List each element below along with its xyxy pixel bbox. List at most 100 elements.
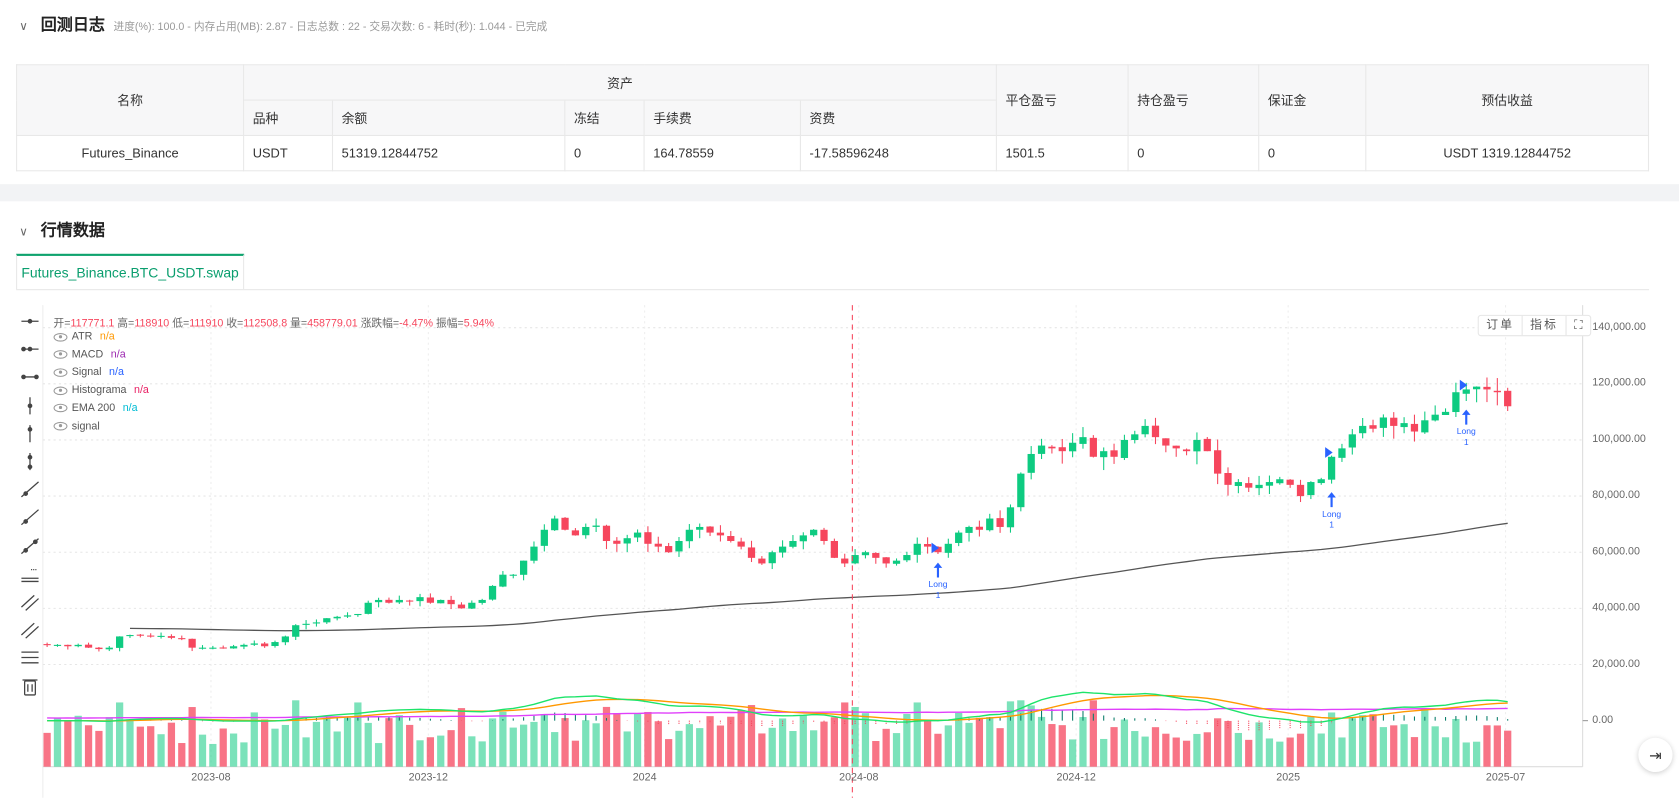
low-value: 111910: [189, 318, 224, 330]
price-tick-label: 80,000.00: [1592, 489, 1640, 502]
eye-icon[interactable]: [53, 332, 68, 342]
legend-item[interactable]: signal: [53, 420, 108, 433]
chart-buttons: 订单 指标 ⛶: [1477, 314, 1591, 337]
col-margin: 保证金: [1258, 64, 1367, 136]
low-label: 低=: [172, 318, 190, 330]
arrow-to-end-icon: ⇥: [1649, 745, 1662, 763]
price-tick-label: 140,000.00: [1592, 321, 1646, 334]
time-tick-label: 2025-07: [1485, 772, 1526, 784]
col-balance: 余额: [331, 99, 566, 136]
col-frozen: 冻结: [564, 99, 645, 136]
legend-name: signal: [71, 420, 100, 433]
cell-balance: 51319.12844752: [331, 134, 566, 172]
price-tick-label: 120,000.00: [1592, 377, 1646, 390]
trend-line-icon[interactable]: [18, 480, 42, 499]
table-row: Futures_Binance USDT 51319.12844752 0 16…: [16, 134, 1650, 172]
cell-position-pnl: 0: [1127, 134, 1260, 172]
open-label: 开=: [53, 318, 71, 330]
eye-icon[interactable]: [53, 421, 68, 431]
time-tick-label: 2024: [632, 772, 657, 784]
legend-item[interactable]: Histograma n/a: [53, 384, 149, 397]
col-fee: 手续费: [643, 99, 801, 136]
cell-frozen: 0: [564, 134, 645, 172]
col-closed-pnl: 平仓盈亏: [995, 64, 1129, 136]
legend-item[interactable]: EMA 200 n/a: [53, 402, 138, 415]
col-assets: 资产: [243, 64, 997, 101]
volume-value: 458779.01: [307, 318, 358, 330]
horizontal-line-icon[interactable]: [18, 312, 42, 331]
backtest-log-header[interactable]: ∨ 回测日志 进度(%): 100.0 - 内存占用(MB): 2.87 - 日…: [19, 13, 547, 35]
cell-name: Futures_Binance: [16, 134, 245, 172]
cell-closed-pnl: 1501.5: [995, 134, 1129, 172]
parallel-channel-icon[interactable]: [18, 592, 42, 611]
chevron-down-icon[interactable]: ∨: [19, 225, 28, 239]
eye-icon[interactable]: [53, 350, 68, 359]
cell-fee: 164.78559: [643, 134, 801, 172]
eye-icon[interactable]: [53, 386, 68, 395]
indicators-button[interactable]: 指标: [1523, 315, 1567, 336]
trash-icon[interactable]: [18, 676, 42, 696]
orders-button[interactable]: 订单: [1479, 315, 1523, 336]
col-name: 名称: [16, 64, 245, 136]
time-tick-label: 2024-12: [1056, 772, 1096, 784]
time-tick-label: 2023-08: [191, 772, 231, 784]
col-funding: 资费: [799, 99, 997, 136]
segment-icon[interactable]: [18, 536, 42, 555]
scroll-to-latest-button[interactable]: ⇥: [1638, 737, 1673, 773]
price-range-icon[interactable]: [18, 564, 42, 583]
cell-symbol: USDT: [243, 134, 334, 172]
legend-value: n/a: [110, 348, 126, 361]
backtest-log-panel: ∨ 回测日志 进度(%): 100.0 - 内存占用(MB): 2.87 - 日…: [0, 0, 1679, 185]
cell-est-profit: USDT 1319.12844752: [1365, 134, 1650, 172]
price-tick-label: 20,000.00: [1592, 658, 1640, 670]
legend-name: MACD: [71, 348, 104, 361]
legend-name: Histograma: [71, 384, 127, 397]
price-tick-label: 100,000.00: [1592, 433, 1646, 446]
time-tick-label: 2025: [1276, 772, 1301, 784]
section-title: 回测日志: [40, 16, 105, 35]
time-tick-label: 2024-08: [839, 772, 879, 784]
horizontal-ray-icon[interactable]: [18, 340, 42, 359]
vertical-ray-icon[interactable]: [18, 424, 42, 443]
eye-icon[interactable]: [53, 404, 68, 413]
change-label: 涨跌幅=: [360, 318, 400, 330]
change-value: -4.47%: [399, 318, 434, 330]
high-value: 118910: [134, 318, 170, 330]
legend-value: n/a: [122, 402, 138, 415]
high-label: 高=: [117, 318, 135, 330]
assets-table: 名称 资产 平仓盈亏 持仓盈亏 保证金 预估收益 品种 余额 冻结 手续费 资费…: [16, 64, 1650, 172]
col-symbol: 品种: [243, 99, 334, 136]
legend-value: n/a: [99, 330, 115, 343]
col-est-profit: 预估收益: [1365, 64, 1650, 136]
chevron-down-icon[interactable]: ∨: [19, 20, 28, 34]
legend-name: EMA 200: [71, 402, 116, 415]
market-header[interactable]: ∨ 行情数据: [19, 218, 105, 240]
legend-value: n/a: [134, 384, 149, 397]
legend-item[interactable]: Signal n/a: [53, 366, 124, 379]
amplitude-label: 振幅=: [436, 318, 464, 330]
price-tick-label: 40,000.00: [1592, 601, 1640, 614]
expand-icon[interactable]: ⛶: [1574, 319, 1583, 332]
section-title: 行情数据: [40, 221, 105, 240]
tab-divider: [16, 289, 1650, 291]
vertical-line-icon[interactable]: [18, 396, 42, 415]
col-position-pnl: 持仓盈亏: [1127, 64, 1260, 136]
vertical-segment-icon[interactable]: [18, 452, 42, 471]
legend-item[interactable]: MACD n/a: [53, 348, 126, 361]
fib-channel-icon[interactable]: [18, 620, 42, 639]
eye-icon[interactable]: [53, 368, 68, 377]
tab-btc-usdt-swap[interactable]: Futures_Binance.BTC_USDT.swap: [16, 253, 245, 290]
legend-name: ATR: [71, 330, 93, 343]
legend-name: Signal: [71, 366, 102, 379]
close-value: 112508.8: [243, 318, 288, 330]
ray-icon[interactable]: [18, 508, 42, 527]
legend-item[interactable]: ATR n/a: [53, 330, 115, 343]
cell-funding: -17.58596248: [799, 134, 997, 172]
fib-retracement-icon[interactable]: [18, 648, 42, 667]
close-label: 收=: [226, 318, 244, 330]
ohlc-readout: 开=117771.1 高=118910 低=111910 收=112508.8 …: [54, 314, 495, 330]
horizontal-segment-icon[interactable]: [18, 368, 42, 387]
volume-label: 量=: [290, 318, 308, 330]
log-summary: 进度(%): 100.0 - 内存占用(MB): 2.87 - 日志总数 : 2…: [113, 21, 548, 34]
open-value: 117771.1: [70, 318, 115, 330]
